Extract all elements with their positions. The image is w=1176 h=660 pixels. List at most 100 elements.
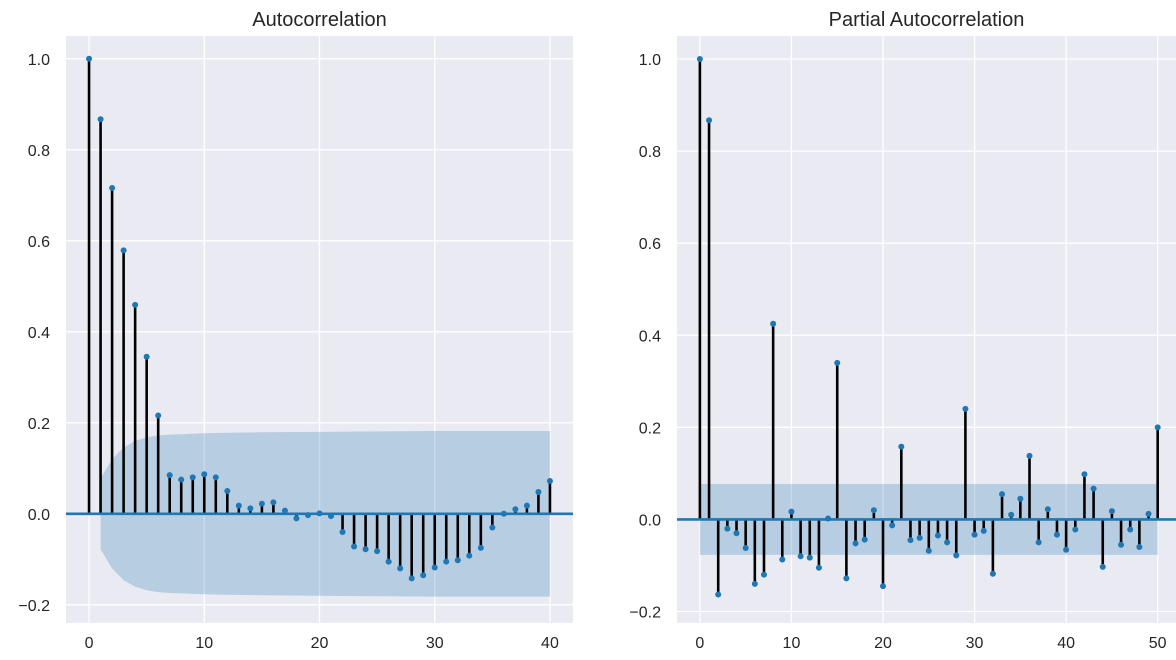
acf-marker	[270, 499, 277, 506]
pacf-marker	[907, 537, 914, 544]
pacf-marker	[1108, 508, 1115, 515]
pacf-y-tick-label: 0.6	[639, 236, 661, 253]
pacf-marker	[953, 552, 960, 559]
pacf-marker	[1026, 452, 1033, 459]
acf-x-tick-label: 20	[311, 635, 329, 652]
pacf-marker	[1053, 531, 1060, 538]
pacf-marker	[843, 575, 850, 582]
pacf-marker	[925, 547, 932, 554]
pacf-x-tick-label: 20	[874, 635, 892, 652]
acf-marker	[397, 565, 404, 572]
pacf-marker	[1063, 546, 1070, 553]
pacf-plot-background	[677, 36, 1176, 623]
acf-marker	[166, 472, 173, 479]
pacf-marker	[770, 320, 777, 327]
acf-x-tick-label: 0	[85, 635, 94, 652]
pacf-marker	[1118, 541, 1125, 548]
pacf-marker	[733, 530, 740, 537]
pacf-x-tick-label: 30	[966, 635, 984, 652]
pacf-marker	[779, 556, 786, 563]
pacf-marker	[788, 508, 795, 515]
pacf-marker	[980, 527, 987, 534]
acf-marker	[328, 513, 335, 520]
acf-marker	[258, 500, 265, 507]
acf-marker	[235, 502, 242, 509]
acf-marker	[489, 524, 496, 531]
acf-marker	[500, 510, 507, 517]
pacf-y-tick-label: 1.0	[639, 52, 661, 69]
pacf-marker	[1035, 539, 1042, 546]
acf-plot: 0 10 20 30 40 −0.2 0.0 0.2 0.4 0.6 0.8 1.0 Autocor…	[18, 9, 573, 652]
pacf-marker	[1044, 506, 1051, 513]
acf-marker	[132, 301, 139, 308]
acf-marker	[339, 528, 346, 535]
acf-marker	[443, 558, 450, 565]
pacf-marker	[1081, 471, 1088, 478]
pacf-marker	[742, 544, 749, 551]
acf-markers	[86, 55, 553, 582]
pacf-marker	[934, 532, 941, 539]
pacf-marker	[1127, 526, 1134, 533]
pacf-x-tick-label: 50	[1149, 635, 1167, 652]
pacf-marker	[1090, 485, 1097, 492]
acf-marker	[351, 543, 358, 550]
pacf-y-tick-label: 0.0	[639, 512, 661, 529]
pacf-marker	[916, 534, 923, 541]
acf-y-tick-label: 0.6	[28, 234, 50, 251]
pacf-y-tick-label: −0.2	[629, 604, 661, 621]
acf-marker	[512, 506, 519, 513]
acf-marker	[466, 552, 473, 559]
acf-marker	[155, 412, 162, 419]
pacf-y-tick-labels: −0.2 0.0 0.2 0.4 0.6 0.8 1.0	[629, 52, 661, 621]
pacf-marker	[852, 540, 859, 547]
pacf-marker	[1072, 526, 1079, 533]
pacf-marker	[806, 554, 813, 561]
acf-marker	[420, 572, 427, 579]
acf-marker	[477, 544, 484, 551]
acf-stems	[87, 58, 552, 579]
acf-y-tick-label: 0.2	[28, 416, 50, 433]
acf-marker	[535, 488, 542, 495]
pacf-marker	[815, 564, 822, 571]
pacf-marker	[834, 359, 841, 366]
acf-marker	[201, 471, 208, 478]
pacf-y-tick-label: 0.4	[639, 328, 661, 345]
acf-marker	[293, 515, 300, 522]
acf-y-tick-label: 0.8	[28, 143, 50, 160]
pacf-marker	[1099, 563, 1106, 570]
acf-marker	[362, 546, 369, 553]
acf-y-tick-labels: −0.2 0.0 0.2 0.4 0.6 0.8 1.0	[18, 52, 50, 615]
pacf-marker	[1145, 510, 1152, 517]
pacf-marker	[696, 56, 703, 63]
pacf-marker	[1154, 424, 1161, 431]
acf-marker	[304, 512, 311, 519]
pacf-marker	[898, 443, 905, 450]
acf-marker	[374, 548, 381, 555]
pacf-marker	[760, 571, 767, 578]
acf-marker	[408, 575, 415, 582]
pacf-marker	[880, 583, 887, 590]
pacf-marker	[962, 405, 969, 412]
acf-y-tick-label: 1.0	[28, 52, 50, 69]
acf-marker	[316, 510, 323, 517]
pacf-x-tick-label: 40	[1057, 635, 1075, 652]
pacf-marker	[861, 536, 868, 543]
acf-x-tick-label: 40	[541, 635, 559, 652]
pacf-plot: 0 10 20 30 40 50 −0.2 0.0 0.2 0.4 0.6 0.8 1.0 Parti…	[629, 9, 1176, 652]
acf-x-tick-labels: 0 10 20 30 40	[85, 635, 559, 652]
acf-marker	[431, 564, 438, 571]
acf-marker	[385, 558, 392, 565]
pacf-x-tick-label: 10	[783, 635, 801, 652]
acf-marker	[178, 476, 185, 483]
pacf-marker	[751, 580, 758, 587]
pacf-marker	[889, 522, 896, 529]
pacf-marker	[989, 570, 996, 577]
acf-marker	[224, 488, 231, 495]
pacf-marker	[971, 531, 978, 538]
acf-x-tick-label: 30	[426, 635, 444, 652]
pacf-marker	[870, 507, 877, 514]
acf-marker	[97, 116, 104, 123]
acf-gridlines	[66, 36, 573, 623]
